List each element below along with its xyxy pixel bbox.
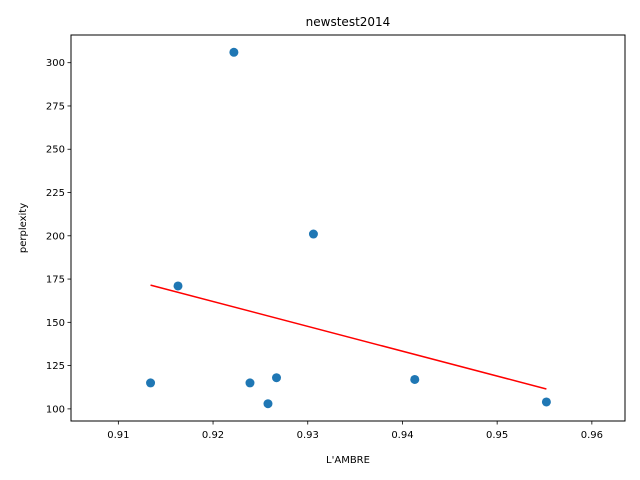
y-tick-label: 250 bbox=[46, 145, 65, 156]
data-point bbox=[245, 378, 255, 388]
y-tick-label: 175 bbox=[46, 275, 65, 286]
data-point bbox=[263, 399, 273, 409]
data-point bbox=[229, 47, 239, 57]
x-tick-label: 0.93 bbox=[297, 430, 319, 441]
data-point bbox=[173, 281, 183, 291]
y-axis-label: perplexity bbox=[18, 203, 29, 253]
x-tick-label: 0.96 bbox=[581, 430, 603, 441]
y-tick-label: 150 bbox=[46, 318, 65, 329]
data-point bbox=[146, 378, 156, 388]
x-tick-label: 0.95 bbox=[486, 430, 508, 441]
data-point bbox=[272, 373, 282, 383]
chart-title: newstest2014 bbox=[306, 15, 391, 29]
x-axis-label: L'AMBRE bbox=[326, 455, 370, 466]
y-tick-label: 225 bbox=[46, 188, 65, 199]
y-axis: 100 125 150 175 200 225 250 275 300 bbox=[46, 58, 71, 415]
x-tick-label: 0.94 bbox=[391, 430, 413, 441]
x-tick-label: 0.91 bbox=[107, 430, 129, 441]
trendline bbox=[150, 284, 547, 390]
plot-area bbox=[146, 47, 551, 409]
data-point bbox=[410, 374, 420, 384]
y-tick-label: 125 bbox=[46, 361, 65, 372]
data-point bbox=[308, 229, 318, 239]
y-tick-label: 300 bbox=[46, 58, 65, 69]
y-tick-label: 200 bbox=[46, 231, 65, 242]
x-tick-label: 0.92 bbox=[202, 430, 224, 441]
y-tick-label: 100 bbox=[46, 404, 65, 415]
y-tick-label: 275 bbox=[46, 101, 65, 112]
x-axis: 0.91 0.92 0.93 0.94 0.95 0.96 bbox=[107, 421, 603, 441]
axes-frame bbox=[70, 34, 626, 422]
data-point bbox=[541, 397, 551, 407]
